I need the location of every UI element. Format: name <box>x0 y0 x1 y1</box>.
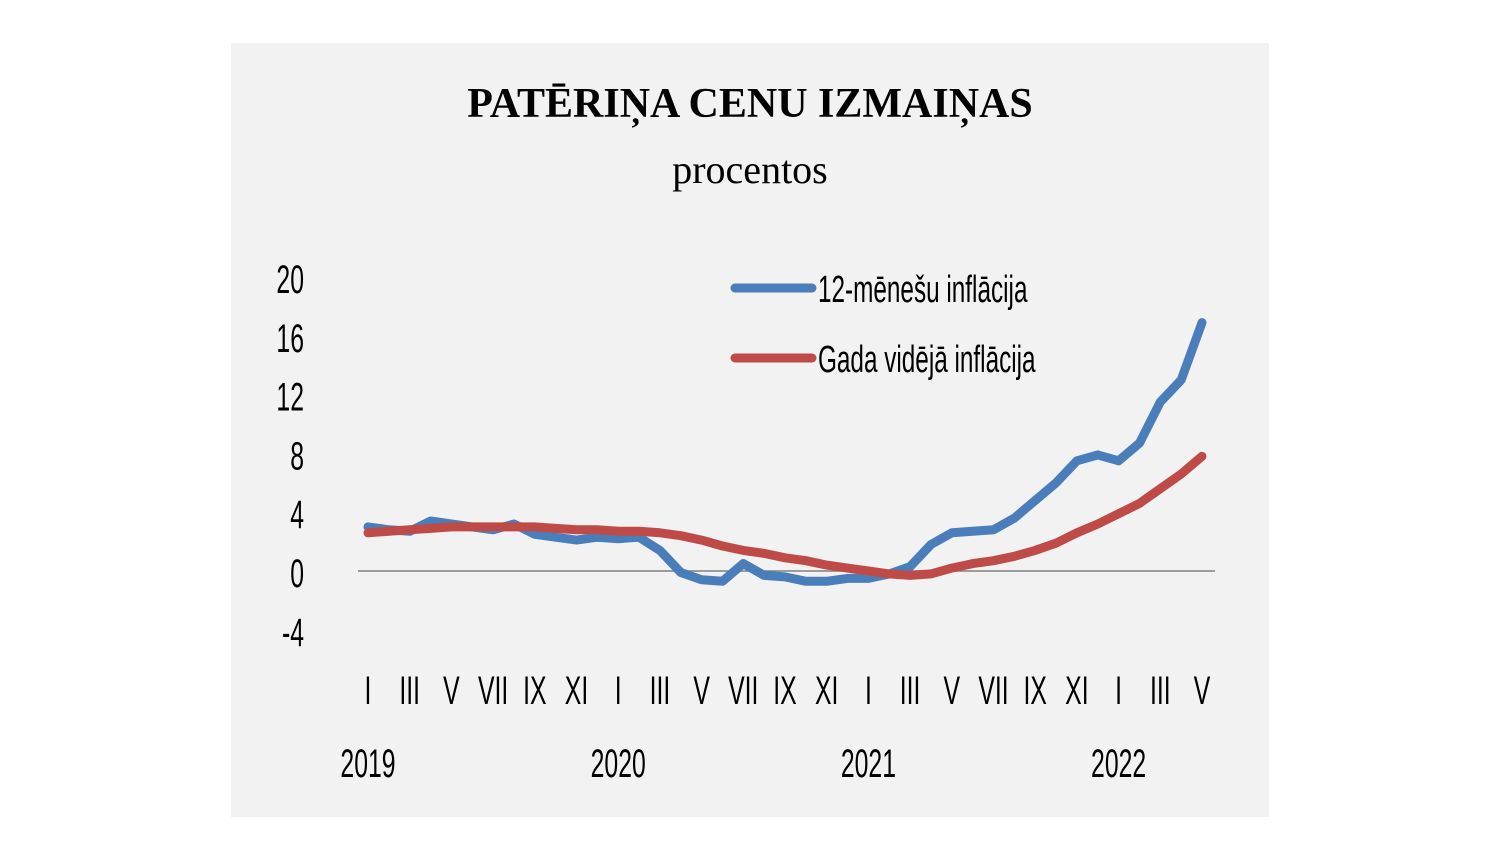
x-month-label: I <box>365 669 372 713</box>
x-year-label: 2022 <box>1091 742 1146 786</box>
x-month-label: V <box>944 669 961 713</box>
x-year-label: 2019 <box>340 742 395 786</box>
legend-label: 12-mēnešu inflācija <box>818 267 1028 310</box>
x-month-label: XI <box>1065 669 1088 713</box>
x-month-label: IX <box>1023 669 1046 713</box>
plot-lines <box>363 318 1207 586</box>
y-tick-label: 20 <box>276 258 304 302</box>
x-month-label: IX <box>523 669 546 713</box>
x-month-label: V <box>1194 669 1211 713</box>
legend-item-annual-average: Gada vidējā inflācija <box>730 337 1036 380</box>
x-month-label: VII <box>478 669 508 713</box>
y-tick-label: 8 <box>290 435 304 479</box>
y-tick-label: 16 <box>276 317 304 361</box>
x-month-label: III <box>1150 669 1171 713</box>
x-month-label: III <box>399 669 420 713</box>
x-month-label: XI <box>565 669 588 713</box>
x-year-label: 2021 <box>841 742 896 786</box>
y-tick-label: 12 <box>276 376 304 420</box>
x-month-label: VII <box>728 669 758 713</box>
chart-panel <box>231 43 1269 817</box>
legend-item-12-month: 12-mēnešu inflācija <box>730 267 1028 310</box>
chart-title: PATĒRIŅA CENU IZMAIŅAS <box>467 81 1033 127</box>
x-month-label: XI <box>815 669 838 713</box>
y-tick-label: 0 <box>290 552 304 596</box>
legend-label: Gada vidējā inflācija <box>818 337 1036 380</box>
x-month-label: I <box>865 669 872 713</box>
y-tick-label: -4 <box>282 611 304 655</box>
x-axis: I III V VII IX XI I III V VII IX XI I III V VII IX XI I III… <box>340 669 1210 786</box>
x-month-label: V <box>693 669 710 713</box>
x-month-label: V <box>443 669 460 713</box>
legend: 12-mēnešu inflācija Gada vidējā inflācij… <box>730 267 1036 380</box>
y-tick-label: 4 <box>290 493 304 537</box>
x-month-label: VII <box>978 669 1008 713</box>
y-axis: 20 16 12 8 4 0 -4 <box>276 258 304 655</box>
line-annual-average-inflation <box>363 451 1207 580</box>
x-year-label: 2020 <box>591 742 646 786</box>
x-month-label: I <box>1115 669 1122 713</box>
x-month-label: III <box>650 669 671 713</box>
x-month-label: I <box>615 669 622 713</box>
x-month-label: III <box>900 669 921 713</box>
chart-subtitle: procentos <box>672 147 828 192</box>
x-month-label: IX <box>773 669 796 713</box>
